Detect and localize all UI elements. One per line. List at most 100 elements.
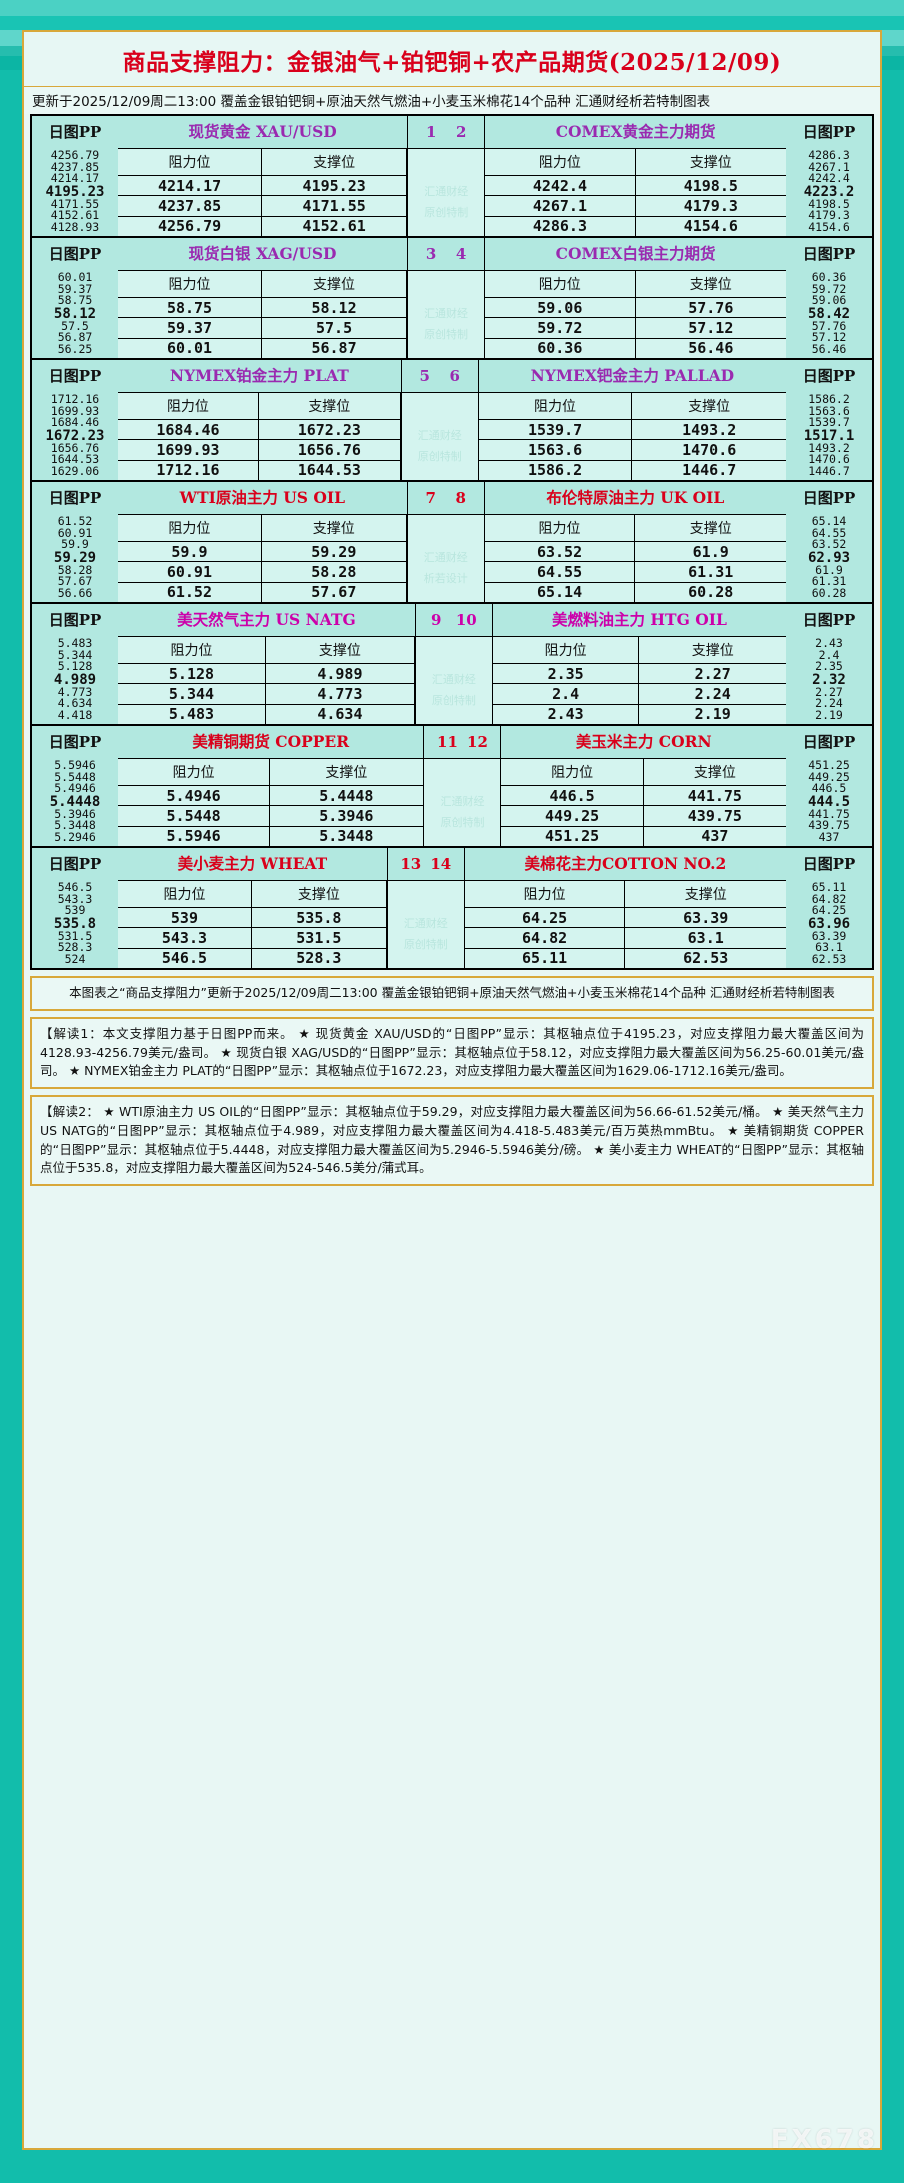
pp-value: 524 [64, 951, 86, 966]
pp-value: 64.82 [811, 891, 847, 906]
pp-value: 5.483 [57, 636, 93, 650]
pp-value-list: 451.25 449.25 446.5 444.5 441.75 439.75 437 [786, 758, 872, 846]
instrument-name: 现货白银 XAG/USD [118, 238, 408, 270]
resistance-header: 阻力位 [118, 637, 266, 663]
resistance-value: 4242.4 [485, 175, 636, 196]
pp-value: 449.25 [808, 769, 850, 784]
resistance-value: 60.36 [485, 337, 636, 358]
table-row: 2.4 2.24 [492, 683, 786, 704]
pp-value: 5.5448 [54, 769, 96, 784]
pp-header: 日图PP [802, 855, 856, 873]
table-row: 5.128 4.989 [118, 663, 414, 684]
resistance-value: 59.9 [118, 541, 262, 562]
pp-value: 444.5 [807, 793, 851, 810]
instrument-name: 美玉米主力 CORN [501, 726, 787, 758]
pp-value: 1517.1 [803, 427, 855, 444]
pp-value: 5.344 [57, 647, 93, 662]
pp-column-right: 日图PP 451.25 449.25 446.5 444.5 441.75 439.75 43… [786, 726, 873, 846]
support-value: 56.87 [262, 337, 407, 358]
instrument-block: 日图PP 5.483 5.344 5.128 4.989 4.773 4.634 4.418 美… [30, 604, 874, 726]
support-value: 5.4448 [270, 785, 423, 806]
table-header-row: 阻力位 支撑位 [501, 759, 787, 785]
watermark: 汇通财经 原创特制 [415, 636, 492, 724]
table-row: 59.37 57.5 [118, 317, 407, 338]
block-index-right: 2 [455, 123, 467, 141]
support-value: 4152.61 [262, 215, 407, 236]
pp-value-list: 4286.3 4267.1 4242.4 4223.2 4198.5 4179.3 4154… [786, 148, 872, 236]
table-row: 59.06 57.76 [485, 297, 787, 318]
pp-value: 439.75 [808, 818, 850, 832]
watermark-line-2: 原创特制 [424, 206, 469, 220]
resistance-value: 59.72 [485, 317, 636, 338]
table-row: 4286.3 4154.6 [485, 215, 787, 236]
brand-watermark: FX678 [770, 2125, 878, 2155]
pp-value: 60.91 [57, 525, 93, 540]
pp-value: 60.01 [57, 270, 93, 284]
resistance-value: 5.344 [118, 683, 266, 704]
pp-value: 64.25 [811, 903, 847, 917]
levels-table: 阻力位 支撑位 58.75 58.12 59.37 57.5 60.01 56.87 [118, 270, 408, 358]
pp-value: 5.5946 [54, 758, 96, 772]
pp-value: 57.12 [811, 330, 847, 344]
levels-table: 阻力位 支撑位 2.35 2.27 2.4 2.24 2.43 2.19 [492, 636, 786, 724]
block-index-left: 7 [425, 489, 436, 507]
table-row: 58.75 58.12 [118, 297, 407, 318]
pp-value: 5.4946 [54, 781, 96, 795]
watermark-line-1: 汇通财经 [423, 551, 468, 565]
instrument-name: 美精铜期货 COPPER [118, 726, 424, 758]
table-row: 4214.17 4195.23 [118, 175, 407, 196]
pp-value: 4179.3 [808, 208, 850, 222]
pp-value-list: 5.5946 5.5448 5.4946 5.4448 5.3946 5.3448 5.29… [32, 758, 118, 846]
pp-value: 2.32 [812, 671, 846, 688]
instrument-name: COMEX黄金主力期货 [485, 116, 787, 148]
pp-value: 2.19 [815, 707, 843, 722]
pp-value: 1493.2 [808, 440, 850, 455]
resistance-header: 阻力位 [118, 759, 271, 785]
pp-header: 日图PP [48, 367, 102, 385]
instrument-block: 日图PP 4256.79 4237.85 4214.17 4195.23 4171.55 4… [30, 114, 874, 238]
support-value: 5.3448 [270, 825, 423, 846]
table-row: 2.35 2.27 [492, 663, 786, 684]
support-header: 支撑位 [258, 393, 400, 419]
support-value: 1672.23 [258, 419, 400, 440]
pp-value: 59.37 [57, 281, 93, 296]
levels-table: 阻力位 支撑位 4242.4 4198.5 4267.1 4179.3 4286.3 4154… [485, 148, 787, 236]
table-header-row: 阻力位 支撑位 [118, 149, 407, 175]
pp-header: 日图PP [48, 245, 102, 263]
pp-value: 1672.23 [45, 427, 105, 444]
page-title: 商品支撑阻力：金银油气+铂钯铜+农产品期货(2025/12/09) [122, 49, 782, 76]
instrument-panel-left: NYMEX铂金主力 PLAT 阻力位 支撑位 1684.46 1672.23 1699.9… [118, 360, 401, 480]
pp-value: 60.28 [811, 585, 847, 600]
table-row: 64.82 63.1 [464, 927, 787, 948]
pp-value-list: 2.43 2.4 2.35 2.32 2.27 2.24 2.19 [786, 636, 872, 724]
pp-column-right: 日图PP 65.14 64.55 63.52 62.93 61.9 61.31 60.28 [786, 482, 873, 602]
table-row: 65.14 60.28 [484, 581, 787, 602]
pp-value: 1586.2 [808, 392, 850, 406]
pp-column-right: 日图PP 1586.2 1563.6 1539.7 1517.1 1493.2 1470.6… [786, 360, 873, 480]
block-index-right: 6 [449, 367, 460, 385]
pp-value-list: 4256.79 4237.85 4214.17 4195.23 4171.55 4152.… [32, 148, 118, 236]
page-header: 商品支撑阻力：金银油气+铂钯铜+农产品期货(2025/12/09) [24, 32, 880, 86]
block-index-column: 9 10 汇通财经 原创特制 [414, 604, 493, 724]
pp-value: 4237.85 [50, 159, 100, 174]
pp-column-right: 日图PP 2.43 2.4 2.35 2.32 2.27 2.24 2.19 [786, 604, 872, 724]
pp-value: 57.67 [57, 574, 93, 588]
resistance-value: 5.128 [118, 663, 266, 684]
resistance-value: 446.5 [501, 785, 644, 806]
watermark-line-2: 原创特制 [431, 694, 476, 708]
resistance-value: 4237.85 [118, 195, 263, 216]
block-index-numbers: 11 12 [424, 726, 500, 758]
watermark-line-2: 原创特制 [440, 816, 485, 830]
table-row: 5.4946 5.4448 [118, 785, 423, 806]
watermark: 汇通财经 析若设计 [407, 514, 484, 602]
support-value: 57.67 [261, 581, 406, 602]
resistance-value: 1712.16 [118, 459, 259, 480]
table-row: 5.483 4.634 [118, 703, 414, 724]
table-row: 543.3 531.5 [118, 927, 386, 948]
instrument-block: 日图PP 61.52 60.91 59.9 59.29 58.28 57.67 56.66 WT… [30, 482, 874, 604]
pp-header: 日图PP [48, 733, 102, 751]
instrument-block: 日图PP 60.01 59.37 58.75 58.12 57.5 56.87 56.25 现货… [30, 238, 874, 360]
